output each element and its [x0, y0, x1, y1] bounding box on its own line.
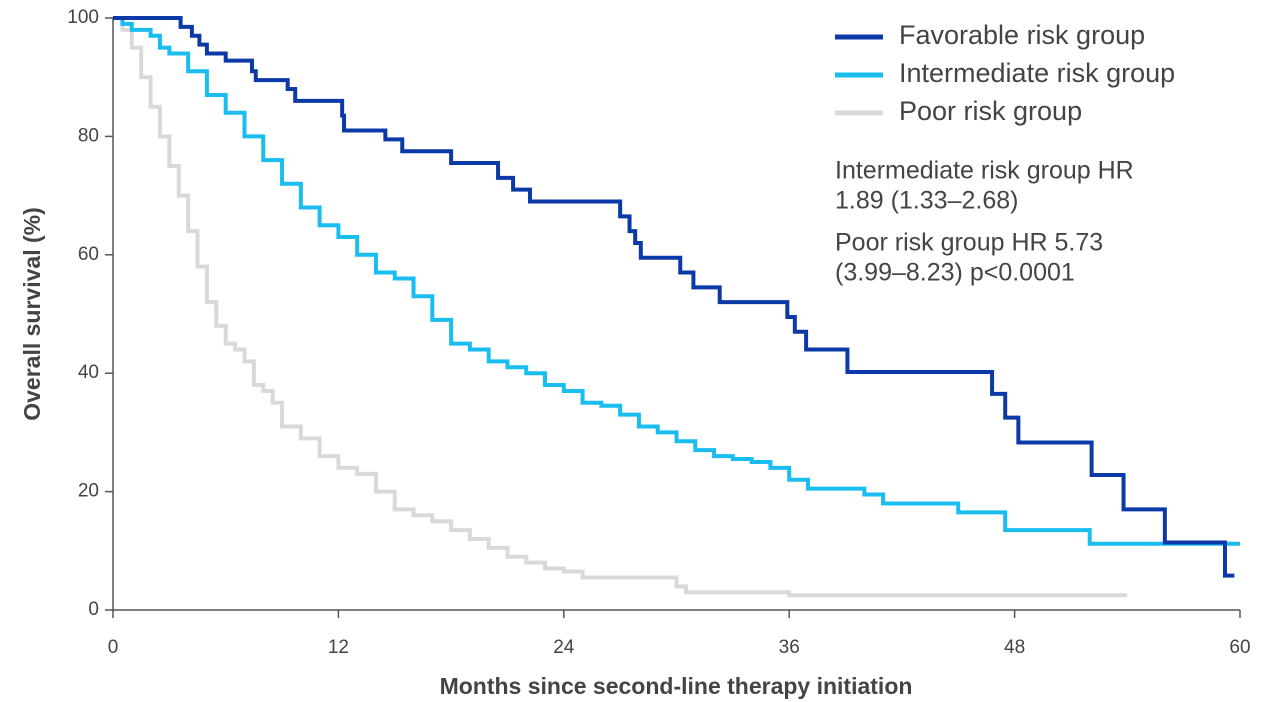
y-tick-label: 40: [78, 362, 99, 383]
legend-label: Poor risk group: [899, 96, 1082, 126]
x-tick-label: 12: [328, 637, 349, 658]
survival-curve: [113, 16, 1128, 598]
x-tick-label: 36: [779, 637, 800, 658]
y-tick-label: 60: [78, 244, 99, 265]
y-tick-label: 100: [67, 7, 99, 28]
y-tick-label: 20: [78, 481, 99, 502]
legend-label: Favorable risk group: [899, 20, 1145, 50]
y-axis-title: Overall survival (%): [19, 207, 45, 421]
legend-label: Intermediate risk group: [899, 58, 1175, 88]
y-tick-label: 80: [78, 125, 99, 146]
x-tick-label: 48: [1004, 637, 1025, 658]
annotation: Poor risk group HR 5.73: [835, 229, 1103, 257]
survival-curve: [113, 16, 1235, 578]
annotation: (3.99–8.23) p<0.0001: [835, 259, 1075, 287]
y-tick-label: 0: [88, 599, 99, 620]
x-axis-title: Months since second-line therapy initiat…: [440, 673, 913, 699]
x-tick-label: 60: [1229, 637, 1250, 658]
x-tick-label: 24: [553, 637, 575, 658]
survival-curve: [113, 16, 1240, 546]
x-tick-label: 0: [108, 637, 119, 658]
annotation: Intermediate risk group HR: [835, 157, 1134, 185]
annotation: 1.89 (1.33–2.68): [835, 187, 1018, 215]
